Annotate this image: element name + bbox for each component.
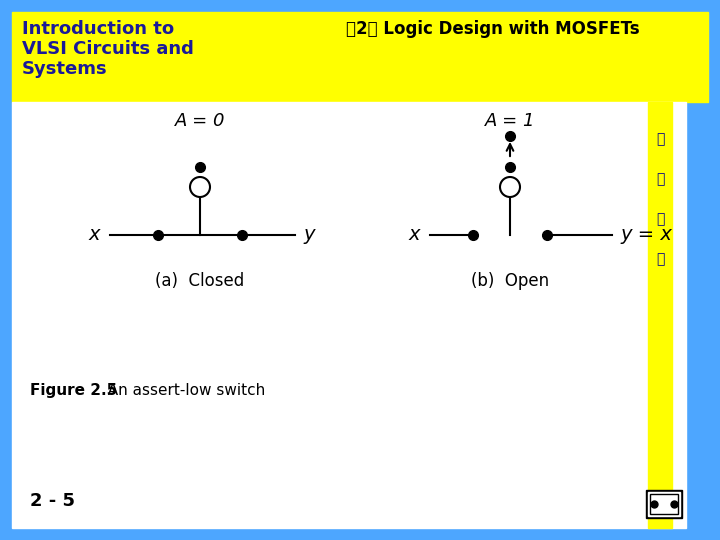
Text: 圖: 圖 xyxy=(656,212,664,226)
Bar xyxy=(12,102,686,528)
Text: y: y xyxy=(303,226,315,245)
Text: 形: 形 xyxy=(656,132,664,146)
Text: Systems: Systems xyxy=(22,60,107,78)
Text: 2 - 5: 2 - 5 xyxy=(30,492,75,510)
Bar xyxy=(646,490,682,518)
Text: y = x: y = x xyxy=(620,226,672,245)
Text: A = 0: A = 0 xyxy=(175,112,225,130)
Text: An assert-low switch: An assert-low switch xyxy=(98,383,265,398)
Text: Figure 2.5: Figure 2.5 xyxy=(30,383,117,398)
Text: 轉: 轉 xyxy=(656,252,664,266)
Bar xyxy=(648,492,680,516)
Text: 機: 機 xyxy=(656,172,664,186)
Text: (b)  Open: (b) Open xyxy=(471,272,549,290)
Bar xyxy=(650,494,678,514)
Text: (a)  Closed: (a) Closed xyxy=(156,272,245,290)
Circle shape xyxy=(500,177,520,197)
Text: A = 1: A = 1 xyxy=(485,112,535,130)
Bar xyxy=(12,12,708,102)
Text: x: x xyxy=(408,226,420,245)
Text: 第2章 Logic Design with MOSFETs: 第2章 Logic Design with MOSFETs xyxy=(346,20,640,38)
Bar xyxy=(648,102,672,528)
Text: x: x xyxy=(89,226,100,245)
Circle shape xyxy=(190,177,210,197)
Text: VLSI Circuits and: VLSI Circuits and xyxy=(22,40,194,58)
Text: Introduction to: Introduction to xyxy=(22,20,174,38)
